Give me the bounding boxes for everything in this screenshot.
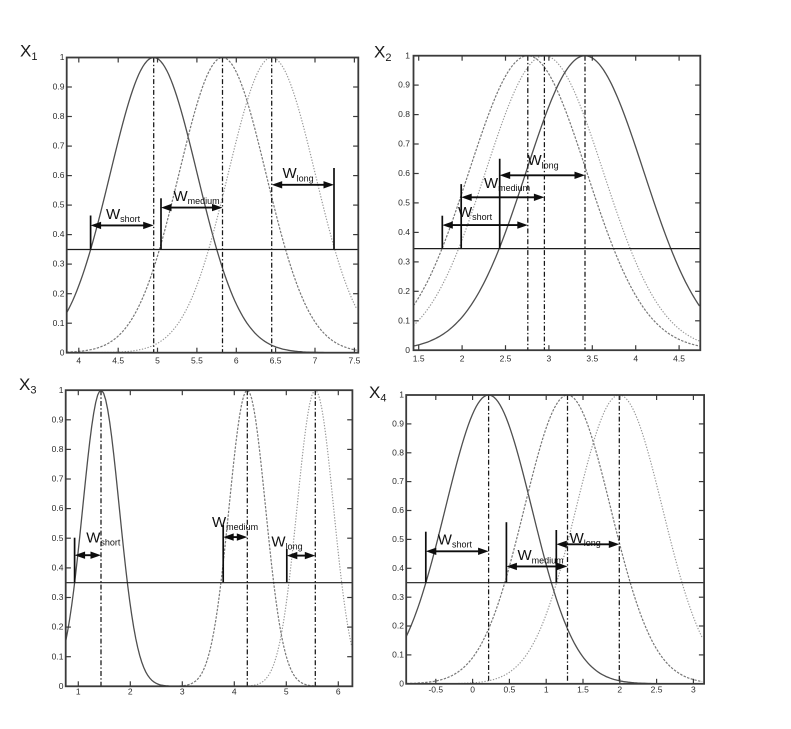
svg-text:2: 2 — [617, 685, 622, 695]
svg-text:1: 1 — [59, 385, 64, 395]
svg-text:0.4: 0.4 — [398, 227, 410, 237]
svg-text:0.8: 0.8 — [392, 447, 404, 457]
svg-text:0.3: 0.3 — [53, 259, 65, 269]
svg-text:0.2: 0.2 — [398, 286, 410, 296]
svg-text:3: 3 — [180, 687, 185, 697]
svg-text:4: 4 — [633, 354, 638, 364]
svg-text:0.8: 0.8 — [53, 111, 65, 121]
svg-text:0.3: 0.3 — [52, 592, 64, 602]
svg-text:1: 1 — [399, 390, 404, 400]
svg-text:0.1: 0.1 — [398, 315, 410, 325]
svg-text:0.6: 0.6 — [392, 505, 404, 515]
svg-text:2.5: 2.5 — [651, 685, 663, 695]
svg-text:0: 0 — [470, 685, 475, 695]
svg-text:-0.5: -0.5 — [428, 685, 443, 695]
svg-text:0.6: 0.6 — [52, 503, 64, 513]
svg-text:0.5: 0.5 — [392, 534, 404, 544]
svg-text:0.6: 0.6 — [398, 168, 410, 178]
svg-text:6.5: 6.5 — [270, 356, 282, 366]
svg-text:0.8: 0.8 — [52, 444, 64, 454]
svg-text:4: 4 — [232, 687, 237, 697]
svg-text:2.5: 2.5 — [500, 354, 512, 364]
svg-text:0.2: 0.2 — [53, 288, 65, 298]
svg-text:1.5: 1.5 — [577, 685, 589, 695]
svg-text:0.5: 0.5 — [503, 685, 515, 695]
svg-text:0.9: 0.9 — [392, 419, 404, 429]
svg-text:1: 1 — [76, 687, 81, 697]
svg-text:0.6: 0.6 — [53, 170, 65, 180]
svg-text:4: 4 — [76, 356, 81, 366]
svg-text:0: 0 — [59, 681, 64, 691]
svg-text:1.5: 1.5 — [413, 354, 425, 364]
svg-text:7.5: 7.5 — [348, 356, 360, 366]
svg-text:0.4: 0.4 — [53, 229, 65, 239]
svg-text:1: 1 — [544, 685, 549, 695]
svg-text:6: 6 — [234, 356, 239, 366]
svg-text:2: 2 — [460, 354, 465, 364]
svg-text:0.1: 0.1 — [392, 650, 404, 660]
svg-text:6: 6 — [336, 687, 341, 697]
svg-text:5: 5 — [284, 687, 289, 697]
svg-text:3.5: 3.5 — [586, 354, 598, 364]
svg-text:5: 5 — [155, 356, 160, 366]
svg-text:3: 3 — [547, 354, 552, 364]
svg-text:0: 0 — [60, 347, 65, 357]
svg-text:3: 3 — [691, 685, 696, 695]
svg-text:0.9: 0.9 — [52, 414, 64, 424]
svg-text:7: 7 — [313, 356, 318, 366]
svg-text:0.7: 0.7 — [398, 139, 410, 149]
svg-text:0.2: 0.2 — [392, 621, 404, 631]
svg-text:1: 1 — [405, 50, 410, 60]
svg-text:0: 0 — [399, 678, 404, 688]
svg-text:0.3: 0.3 — [398, 257, 410, 267]
svg-text:0.5: 0.5 — [398, 198, 410, 208]
svg-text:0.1: 0.1 — [53, 318, 65, 328]
svg-text:1: 1 — [60, 52, 65, 62]
svg-text:0.7: 0.7 — [392, 476, 404, 486]
svg-text:2: 2 — [128, 687, 133, 697]
svg-text:0.8: 0.8 — [398, 109, 410, 119]
svg-text:0.7: 0.7 — [53, 141, 65, 151]
svg-text:0.7: 0.7 — [52, 474, 64, 484]
svg-text:4.5: 4.5 — [673, 354, 685, 364]
svg-text:0: 0 — [405, 345, 410, 355]
svg-text:0.9: 0.9 — [398, 80, 410, 90]
svg-text:0.4: 0.4 — [392, 563, 404, 573]
svg-text:0.1: 0.1 — [52, 651, 64, 661]
svg-text:0.3: 0.3 — [392, 592, 404, 602]
svg-text:0.2: 0.2 — [52, 622, 64, 632]
svg-text:0.4: 0.4 — [52, 563, 64, 573]
svg-text:0.5: 0.5 — [52, 533, 64, 543]
svg-text:5.5: 5.5 — [191, 356, 203, 366]
svg-text:4.5: 4.5 — [112, 356, 124, 366]
svg-text:0.5: 0.5 — [53, 200, 65, 210]
svg-text:0.9: 0.9 — [53, 82, 65, 92]
